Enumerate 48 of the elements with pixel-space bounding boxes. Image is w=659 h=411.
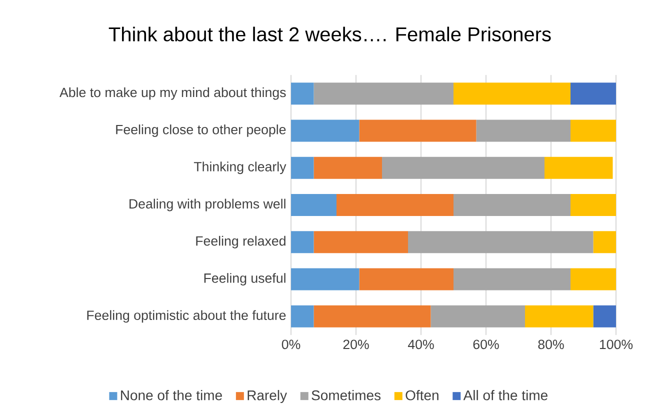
y-tick-label: Dealing with problems well [130, 198, 286, 212]
bar [525, 305, 594, 328]
bar [359, 268, 454, 290]
y-tick-label: Able to make up my mind about things [60, 87, 286, 100]
bar [454, 82, 571, 105]
bar [291, 305, 314, 328]
bar [544, 156, 613, 179]
bar [291, 156, 314, 179]
y-tick-label: Thinking clearly [194, 162, 286, 174]
bar [314, 156, 382, 179]
bar [314, 305, 431, 328]
bar [382, 156, 545, 179]
bar [570, 194, 616, 216]
bar [359, 120, 476, 142]
bar [476, 120, 571, 142]
legend-label: None of the time [121, 390, 222, 400]
legend-label: All of the time [463, 390, 548, 400]
y-tick-label: Feeling useful [204, 273, 286, 286]
legend-label: Often [406, 390, 438, 400]
x-tick-label: 0% [282, 340, 300, 350]
x-tick-label: 60% [473, 340, 499, 350]
bar [408, 231, 594, 254]
bar [454, 194, 571, 216]
legend-label: Sometimes [312, 390, 381, 400]
x-tick-label: 100% [600, 340, 633, 350]
chart-title: Think about the last 2 weeks…. Female Prisoners [108, 26, 551, 42]
bar [314, 82, 454, 105]
bar [570, 268, 616, 290]
bar [336, 194, 454, 216]
legend-label: Rarely [248, 390, 288, 404]
x-tick-label: 80% [538, 340, 564, 350]
bar [314, 231, 408, 254]
x-tick-label: 20% [343, 340, 369, 350]
bar [454, 268, 571, 290]
bar [430, 305, 526, 328]
bar [291, 120, 360, 142]
y-tick-label: Feeling optimistic about the future [87, 310, 286, 323]
bar [593, 305, 616, 328]
x-tick-label: 40% [408, 340, 434, 350]
bar [570, 120, 616, 142]
bar [291, 231, 314, 254]
y-tick-label: Feeling relaxed [196, 236, 286, 248]
y-tick-label: Feeling close to other people [116, 124, 286, 137]
bar [291, 82, 314, 105]
bar [291, 268, 360, 290]
bar [593, 231, 616, 254]
bar [570, 82, 616, 105]
bar [291, 194, 337, 216]
